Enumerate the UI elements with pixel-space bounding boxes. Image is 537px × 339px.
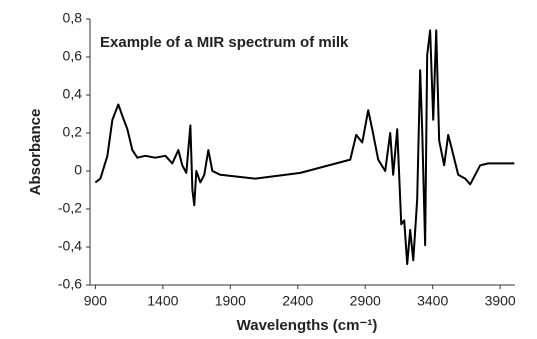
chart-title: Example of a MIR spectrum of milk bbox=[100, 34, 349, 51]
y-tick-label: -0,4 bbox=[58, 238, 82, 254]
y-axis-label: Absorbance bbox=[27, 109, 44, 196]
y-tick-label: 0,6 bbox=[63, 48, 83, 64]
x-tick-label: 2900 bbox=[350, 293, 381, 309]
x-tick-label: 3400 bbox=[417, 293, 448, 309]
y-tick-label: 0,2 bbox=[63, 124, 83, 140]
y-tick-label: -0,2 bbox=[58, 200, 82, 216]
x-tick-label: 1400 bbox=[147, 293, 178, 309]
y-tick-label: 0 bbox=[74, 162, 82, 178]
y-tick-label: 0,8 bbox=[63, 10, 83, 26]
spectrum-line bbox=[94, 29, 515, 266]
y-tick-label: 0,4 bbox=[63, 86, 83, 102]
x-tick-label: 3900 bbox=[485, 293, 516, 309]
x-tick-label: 900 bbox=[84, 293, 108, 309]
x-axis-label: Wavelengths (cm⁻¹) bbox=[237, 317, 378, 334]
x-tick-label: 1900 bbox=[215, 293, 246, 309]
x-tick-label: 2400 bbox=[282, 293, 313, 309]
y-tick-label: -0,6 bbox=[58, 276, 82, 292]
